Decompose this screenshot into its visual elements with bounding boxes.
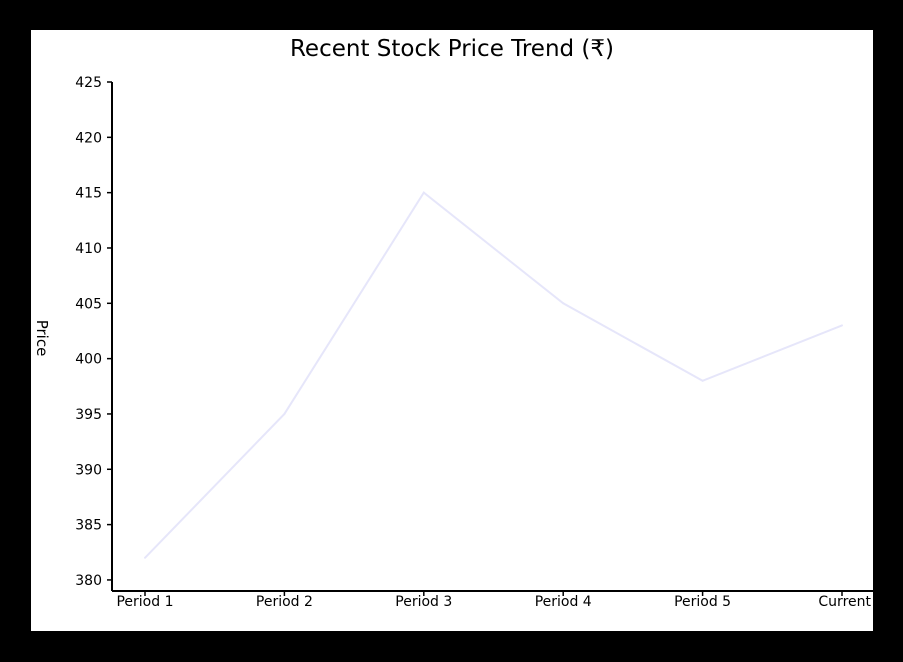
x-tick-label: Period 1	[116, 594, 173, 610]
price-series-line	[144, 191, 843, 559]
x-axis: Period 1 Period 2 Period 3 Period 4 Period 5…	[112, 590, 873, 610]
data-point	[283, 412, 286, 415]
data-point	[562, 302, 565, 305]
y-tick-label: 415	[75, 186, 102, 202]
y-tick-label: 405	[75, 296, 102, 312]
x-tick-label: Current	[818, 594, 871, 610]
data-point	[841, 324, 843, 327]
y-axis: 380 385 390 395 400 405 410 415 420 425	[75, 75, 113, 591]
y-tick-label: 395	[75, 407, 102, 423]
y-tick-label: 380	[75, 573, 102, 589]
y-tick-label: 400	[75, 352, 102, 368]
y-tick-label: 420	[75, 130, 102, 146]
x-tick-label: Period 5	[674, 594, 731, 610]
y-tick-label: 385	[75, 518, 102, 534]
data-point	[144, 556, 146, 559]
y-tick-label: 390	[75, 462, 102, 478]
data-point	[701, 379, 704, 382]
y-tick-label: 425	[75, 75, 102, 91]
chart-title: Recent Stock Price Trend (₹)	[290, 36, 614, 62]
x-tick-label: Period 4	[535, 594, 592, 610]
x-tick-label: Period 3	[395, 594, 452, 610]
y-tick-label: 410	[75, 241, 102, 257]
y-axis-label: Price	[33, 320, 51, 357]
x-tick-label: Period 2	[256, 594, 313, 610]
series-layer	[144, 191, 843, 559]
data-point	[422, 191, 425, 194]
